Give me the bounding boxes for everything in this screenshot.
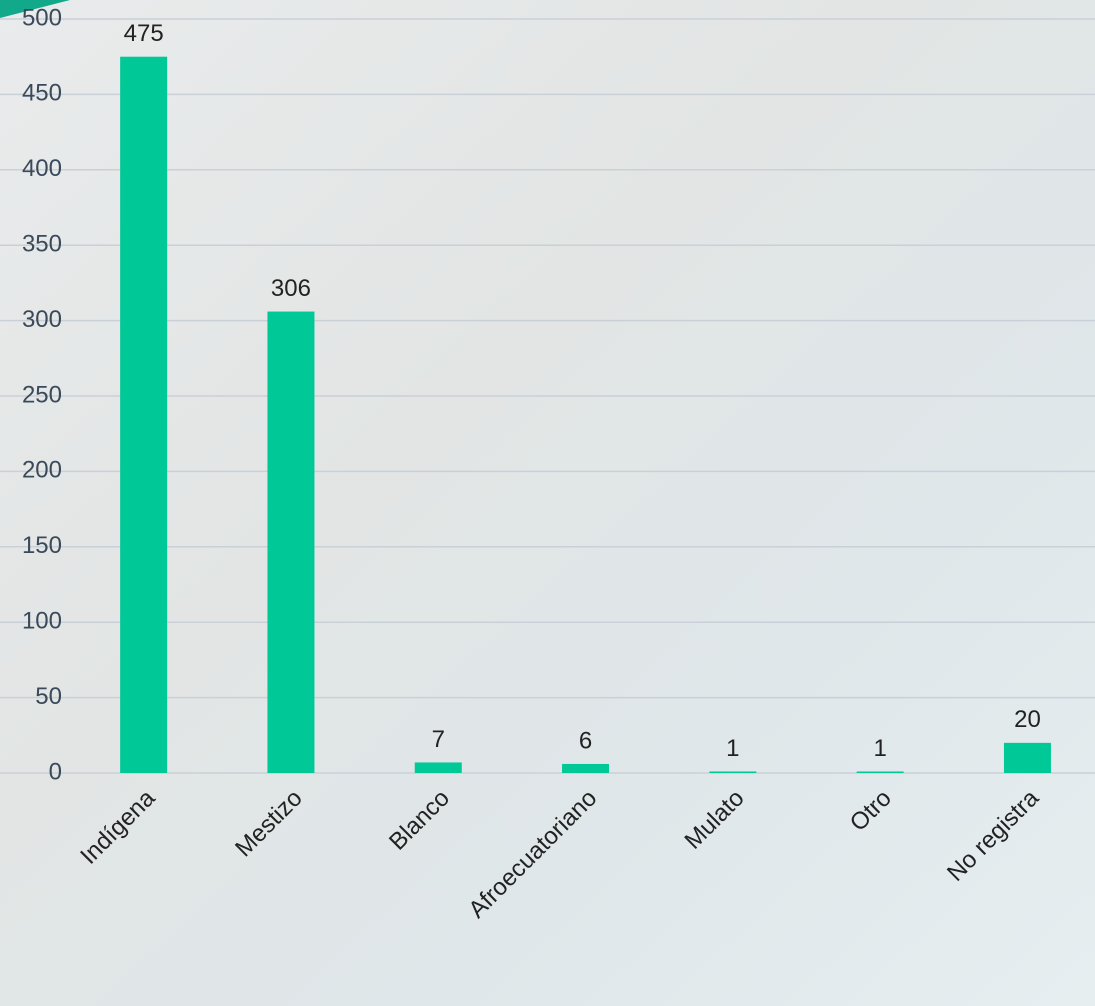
value-label: 1 (873, 735, 886, 762)
y-tick-label: 400 (22, 155, 62, 182)
y-tick-label: 50 (35, 683, 62, 710)
bar (120, 57, 167, 773)
y-tick-label: 0 (49, 758, 62, 785)
bar (267, 312, 314, 773)
value-label: 7 (432, 726, 445, 753)
y-tick-label: 250 (22, 381, 62, 408)
y-tick-label: 450 (22, 80, 62, 107)
bar (857, 771, 904, 773)
chart: 050100150200250300350400450500475Indígen… (0, 0, 1095, 1006)
bar (709, 771, 756, 773)
y-tick-label: 200 (22, 457, 62, 484)
y-tick-label: 350 (22, 231, 62, 258)
y-tick-label: 150 (22, 532, 62, 559)
y-tick-label: 100 (22, 608, 62, 635)
value-label: 1 (726, 735, 739, 762)
bar (562, 764, 609, 773)
value-label: 20 (1014, 706, 1041, 733)
value-label: 306 (271, 275, 311, 302)
bar (415, 762, 462, 773)
y-tick-label: 500 (22, 4, 62, 31)
value-label: 6 (579, 727, 592, 754)
bar (1004, 743, 1051, 773)
y-tick-label: 300 (22, 306, 62, 333)
value-label: 475 (124, 20, 164, 47)
